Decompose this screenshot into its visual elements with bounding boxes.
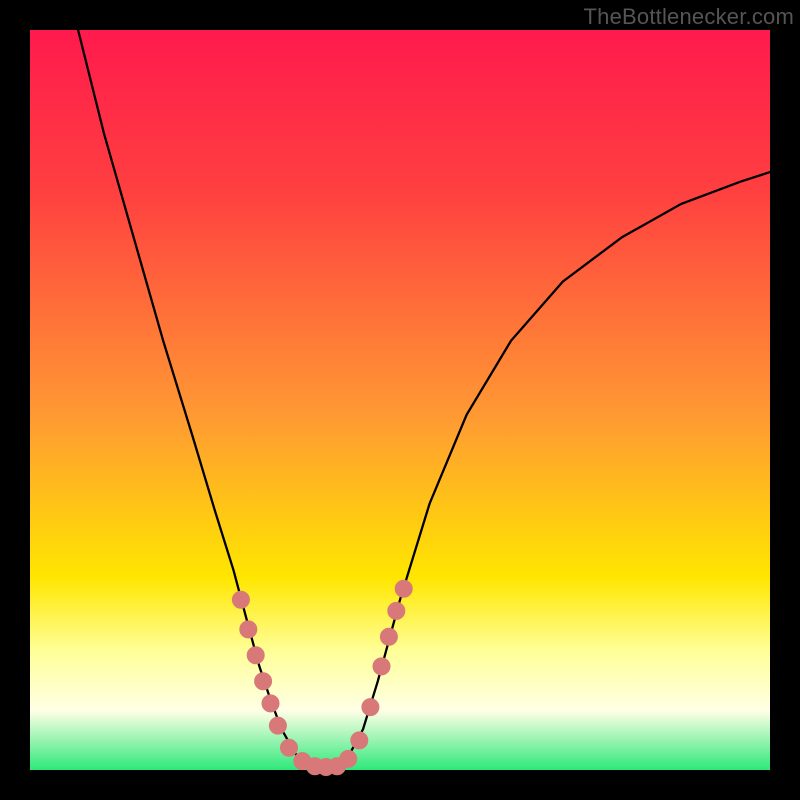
data-marker: [281, 739, 298, 756]
data-marker: [395, 580, 412, 597]
data-marker: [247, 647, 264, 664]
data-marker: [255, 673, 272, 690]
data-marker: [351, 732, 368, 749]
data-marker: [388, 602, 405, 619]
data-marker: [269, 717, 286, 734]
data-marker: [380, 628, 397, 645]
bottleneck-curve: [0, 0, 800, 800]
data-marker: [240, 621, 257, 638]
bottleneck-path: [78, 30, 770, 767]
data-marker: [232, 591, 249, 608]
data-marker: [340, 750, 357, 767]
data-marker: [262, 695, 279, 712]
data-marker: [362, 699, 379, 716]
data-marker: [373, 658, 390, 675]
chart-frame: TheBottlenecker.com: [0, 0, 800, 800]
